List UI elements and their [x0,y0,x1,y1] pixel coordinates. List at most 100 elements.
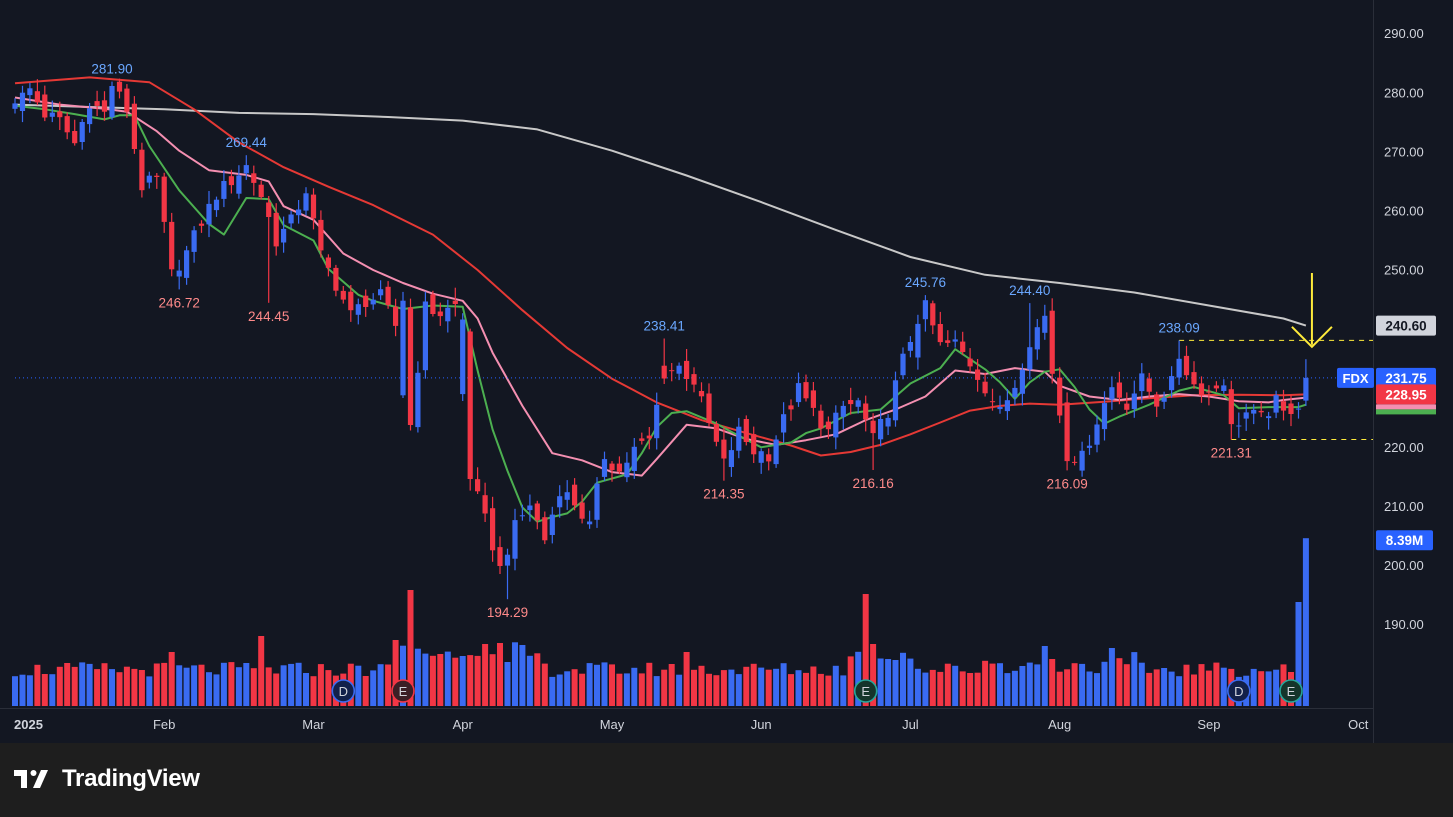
candle-body[interactable] [900,353,906,376]
candle-body[interactable] [989,401,996,403]
candle-body[interactable] [631,446,637,471]
candle-body[interactable] [385,286,391,305]
candle-body[interactable] [1034,327,1040,350]
candle-body[interactable] [1004,400,1010,412]
dividend-marker-badge[interactable] [331,679,356,703]
candle-body[interactable] [1139,373,1145,392]
candle-body[interactable] [878,419,884,440]
candle-body[interactable] [601,459,608,477]
candle-body[interactable] [325,257,331,268]
candle-body[interactable] [1169,376,1175,391]
candle-body[interactable] [310,194,317,219]
candle-body[interactable] [743,419,749,442]
price-chart[interactable]: 281.90 269.44 246.72 244.45 238.41 194.29 214.… [0,0,1453,743]
candle-body[interactable] [1221,385,1227,391]
candle-body[interactable] [1124,403,1130,410]
candle-body[interactable] [206,203,212,225]
dividend-marker[interactable]: D [331,679,356,703]
candle-body[interactable] [1273,395,1279,413]
candle-body[interactable] [803,382,809,399]
candle-body[interactable] [937,324,943,343]
candle-body[interactable] [415,372,421,428]
candle-body[interactable] [863,403,869,420]
candle-body[interactable] [422,301,428,371]
candle-body[interactable] [1191,372,1197,385]
dividend-marker-badge[interactable] [1227,679,1251,703]
candle-body[interactable] [758,451,764,463]
candle-body[interactable] [810,390,816,408]
candle-body[interactable] [378,289,384,296]
candle-body[interactable] [57,111,63,118]
candle-body[interactable] [781,414,787,433]
candle-body[interactable] [340,290,346,300]
candle-body[interactable] [751,434,757,455]
candle-body[interactable] [766,454,772,462]
candle-body[interactable] [1116,382,1122,398]
candle-body[interactable] [213,199,220,211]
candle-body[interactable] [101,100,108,112]
candle-body[interactable] [549,514,555,535]
candle-body[interactable] [1027,347,1033,370]
candle-body[interactable] [691,374,697,385]
candle-body[interactable] [1161,397,1167,402]
candle-body[interactable] [1243,412,1249,419]
candle-body[interactable] [109,86,115,118]
candle-body[interactable] [684,360,690,379]
candle-body[interactable] [572,484,578,506]
candle-body[interactable] [1303,377,1309,401]
candle-body[interactable] [728,450,734,467]
candle-body[interactable] [713,424,719,442]
candle-body[interactable] [773,439,779,465]
candle-body[interactable] [1086,445,1093,448]
candle-body[interactable] [960,341,966,352]
candle-body[interactable] [161,176,167,222]
candle-body[interactable] [885,417,891,427]
candle-body[interactable] [534,503,540,521]
candle-body[interactable] [1079,450,1085,471]
candle-body[interactable] [467,331,473,480]
candle-body[interactable] [639,438,645,441]
candle-body[interactable] [497,547,503,566]
candle-body[interactable] [169,221,175,270]
tradingview-logo-icon[interactable] [14,768,54,790]
earnings-marker[interactable]: E [391,679,415,703]
candle-body[interactable] [907,342,913,351]
candle-body[interactable] [34,91,40,103]
candle-body[interactable] [430,294,436,314]
candle-body[interactable] [72,131,78,144]
candle-body[interactable] [788,405,794,410]
candle-body[interactable] [437,311,443,317]
candle-body[interactable] [400,300,406,396]
candle-body[interactable] [1295,408,1302,410]
candle-body[interactable] [1266,416,1272,419]
candle-body[interactable] [184,250,190,278]
candle-body[interactable] [892,380,899,421]
candle-body[interactable] [579,502,585,519]
candle-body[interactable] [975,369,981,380]
candle-body[interactable] [1251,409,1257,414]
candle-body[interactable] [251,173,257,183]
candle-body[interactable] [27,88,33,96]
candle-body[interactable] [273,212,279,247]
candle-body[interactable] [669,370,675,372]
candle-body[interactable] [1154,394,1160,407]
earnings-marker[interactable]: E [1279,679,1303,703]
candle-body[interactable] [519,515,525,517]
candle-body[interactable] [370,299,376,305]
candle-body[interactable] [818,410,824,429]
candle-body[interactable] [79,122,85,142]
candle-body[interactable] [198,223,205,226]
candle-body[interactable] [594,483,600,520]
candle-body[interactable] [1109,387,1115,400]
candle-body[interactable] [624,462,630,478]
candle-body[interactable] [303,193,309,211]
candle-body[interactable] [855,400,861,407]
candle-body[interactable] [19,92,26,111]
candle-body[interactable] [706,393,712,424]
candle-body[interactable] [825,421,831,430]
candle-body[interactable] [116,81,123,92]
candle-body[interactable] [1198,383,1205,396]
candle-body[interactable] [266,202,272,218]
candle-body[interactable] [542,517,548,541]
